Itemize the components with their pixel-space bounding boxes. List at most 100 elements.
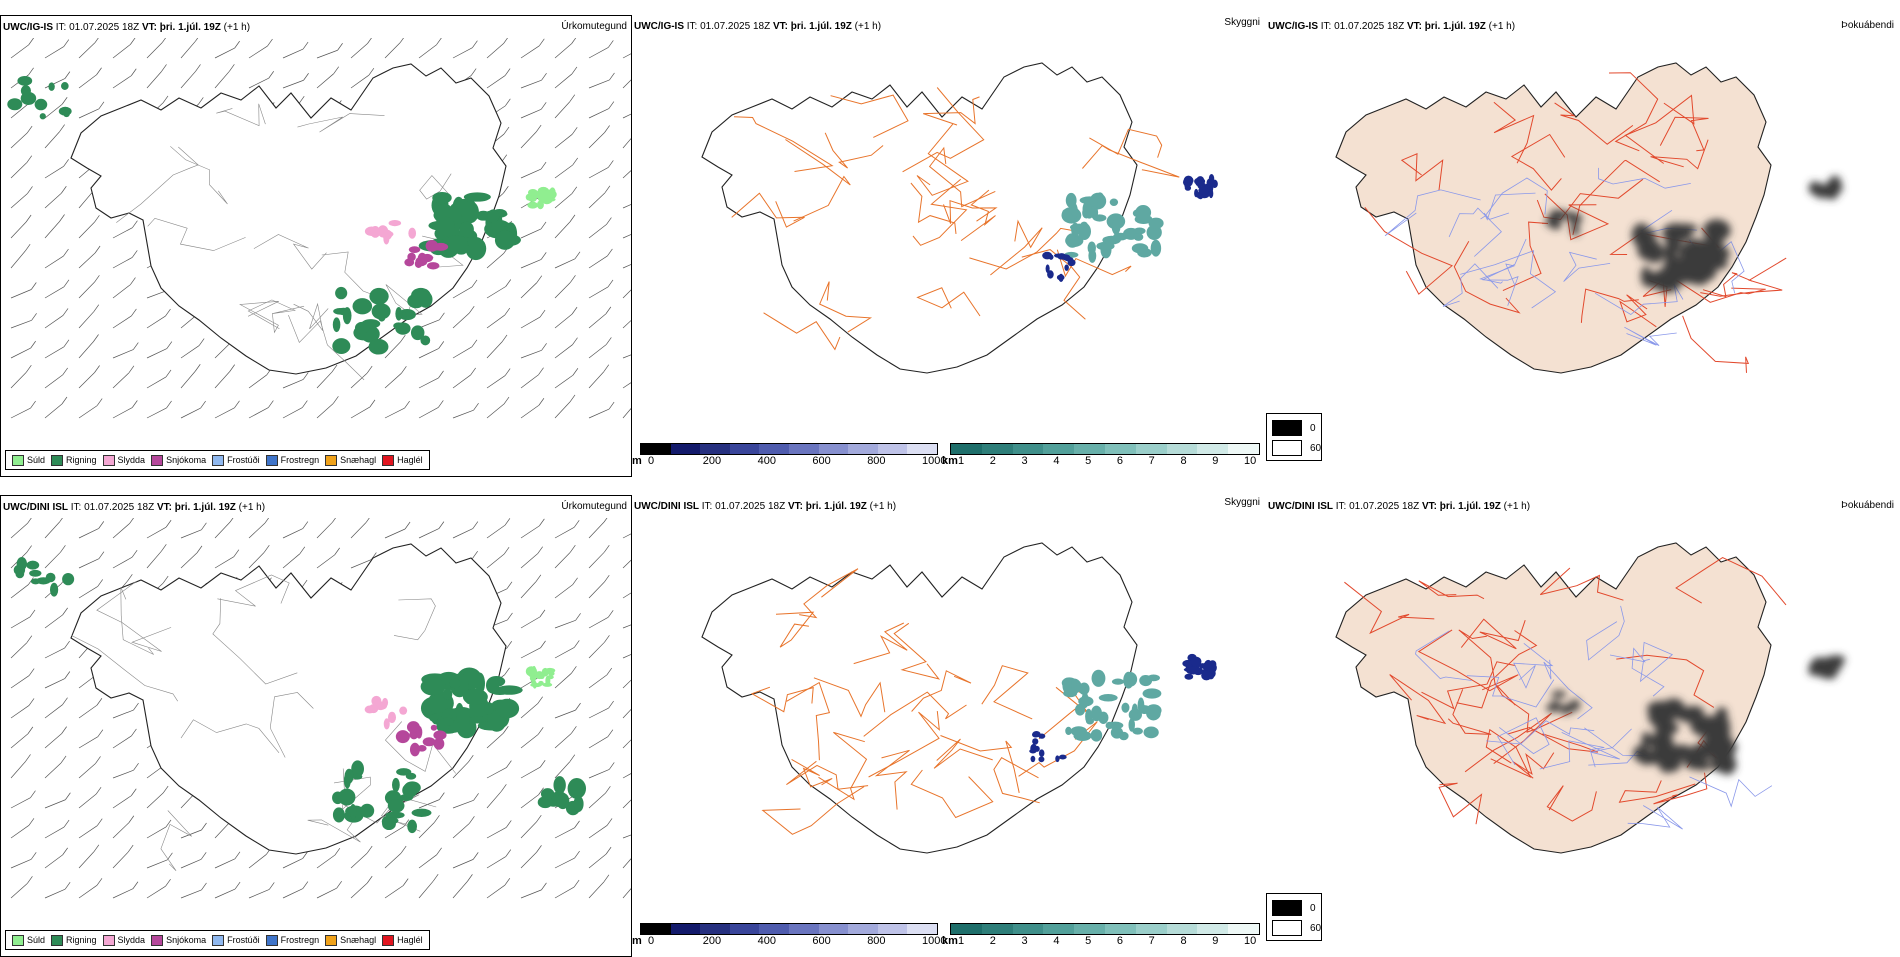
wind-barb xyxy=(10,825,30,839)
legend-item: Snjókoma xyxy=(151,934,206,946)
road-line xyxy=(990,219,1043,276)
wind-barb xyxy=(588,551,605,569)
colorbar-tick-label: 6 xyxy=(1116,935,1123,947)
wind-barb xyxy=(588,674,607,689)
wind-barb-feather xyxy=(603,574,610,583)
wind-barb xyxy=(78,885,98,899)
legend-label: Frostúði xyxy=(227,455,260,465)
wind-barb-feather xyxy=(93,334,99,342)
fog-key-label: 60 xyxy=(1310,442,1322,454)
road-line xyxy=(1493,101,1535,164)
road-line xyxy=(1438,782,1483,825)
colorbar-segment xyxy=(1043,924,1075,934)
wind-barb xyxy=(520,79,542,89)
road-line xyxy=(1344,581,1435,635)
fog-area xyxy=(1683,238,1708,259)
low-visibility-area xyxy=(1071,222,1080,237)
road-line xyxy=(1460,250,1557,309)
wind-barb xyxy=(282,48,304,59)
wind-barb xyxy=(452,47,473,59)
wind-barb-feather xyxy=(573,879,580,888)
wind-barb xyxy=(384,528,406,539)
wind-barb-feather xyxy=(439,792,445,800)
wind-barb xyxy=(214,47,235,59)
wind-barb xyxy=(520,349,542,359)
fog-area xyxy=(1665,227,1676,240)
wind-barb xyxy=(214,407,235,419)
wind-barb xyxy=(486,43,504,59)
road-line xyxy=(923,96,980,126)
wind-barb-feather xyxy=(268,400,274,408)
wind-barb-feather xyxy=(505,849,512,857)
wind-barb xyxy=(554,134,573,149)
road-line xyxy=(928,146,996,208)
road-line xyxy=(786,760,869,790)
rain-area xyxy=(403,781,421,795)
road-line xyxy=(910,182,957,234)
colorbar-tick-label: 600 xyxy=(812,935,831,947)
wind-barb-feather xyxy=(162,38,166,43)
wind-barb-feather xyxy=(540,221,547,230)
wind-barb xyxy=(282,858,303,869)
wind-barb xyxy=(418,319,440,329)
wind-barb-feather xyxy=(165,519,172,528)
fog-area xyxy=(1815,187,1827,199)
wind-barb-feather xyxy=(229,64,235,72)
wind-barb-feather xyxy=(574,640,580,648)
wind-barb xyxy=(588,881,605,899)
road-line xyxy=(1082,144,1180,178)
wind-barb xyxy=(486,253,504,269)
elevation-colorbar: m 0 200 400 600 800 1000 xyxy=(632,443,946,469)
road-line xyxy=(1609,647,1665,697)
rain-area xyxy=(462,688,488,706)
wind-barb xyxy=(554,101,571,119)
very-low-visibility-area xyxy=(1208,174,1215,184)
road-line xyxy=(393,598,436,641)
drizzle-area xyxy=(537,193,545,202)
low-visibility-area xyxy=(1109,198,1119,207)
wind-barb-feather xyxy=(30,790,36,798)
wind-barb-feather xyxy=(504,518,511,526)
rain-area xyxy=(352,298,373,315)
road-line xyxy=(1598,167,1691,189)
wind-barb xyxy=(146,826,167,839)
wind-barb-feather xyxy=(162,785,169,794)
wind-barb-feather xyxy=(94,275,100,283)
sleet-area xyxy=(371,695,382,707)
rain-area xyxy=(556,792,570,810)
drizzle-area xyxy=(528,195,537,203)
wind-barb-feather xyxy=(161,64,167,72)
legend-item: Snæhagl xyxy=(325,454,376,466)
wind-barb-feather xyxy=(161,544,167,552)
colorbar-segment xyxy=(1043,444,1075,454)
road-line xyxy=(911,670,972,712)
sleet-area xyxy=(368,704,379,714)
wind-barb-feather xyxy=(95,786,102,795)
wind-barb-feather xyxy=(438,370,444,379)
wind-barb xyxy=(10,371,27,389)
wind-barb-feather xyxy=(503,726,509,734)
wind-barb xyxy=(622,79,631,89)
colorbar-tick-label: 1000 xyxy=(922,935,947,947)
wind-barb-feather xyxy=(26,365,32,373)
colorbar-tick-label: 4 xyxy=(1053,935,1060,947)
low-visibility-area xyxy=(1112,727,1119,735)
wind-barb xyxy=(112,795,132,809)
snow-area xyxy=(409,742,420,757)
wind-barb-feather xyxy=(64,71,71,79)
colorbar-tick-label: 10 xyxy=(1244,935,1257,947)
wind-barb xyxy=(588,769,610,779)
wind-barb xyxy=(486,286,506,299)
wind-barb-feather xyxy=(94,365,100,373)
visibility-map xyxy=(701,62,1218,374)
colorbar-segment xyxy=(848,444,878,454)
wind-barb-feather xyxy=(503,38,508,44)
colorbar-segment xyxy=(670,924,701,934)
sleet-area xyxy=(408,227,417,239)
road-line xyxy=(791,758,833,788)
panel-header: UWC/IG-IS IT: 01.07.2025 18Z VT: þri. 1.… xyxy=(1268,21,1516,32)
wind-barb xyxy=(78,528,99,539)
wind-barb-feather xyxy=(195,38,199,42)
wind-barb xyxy=(78,282,95,299)
wind-barb xyxy=(622,264,631,269)
